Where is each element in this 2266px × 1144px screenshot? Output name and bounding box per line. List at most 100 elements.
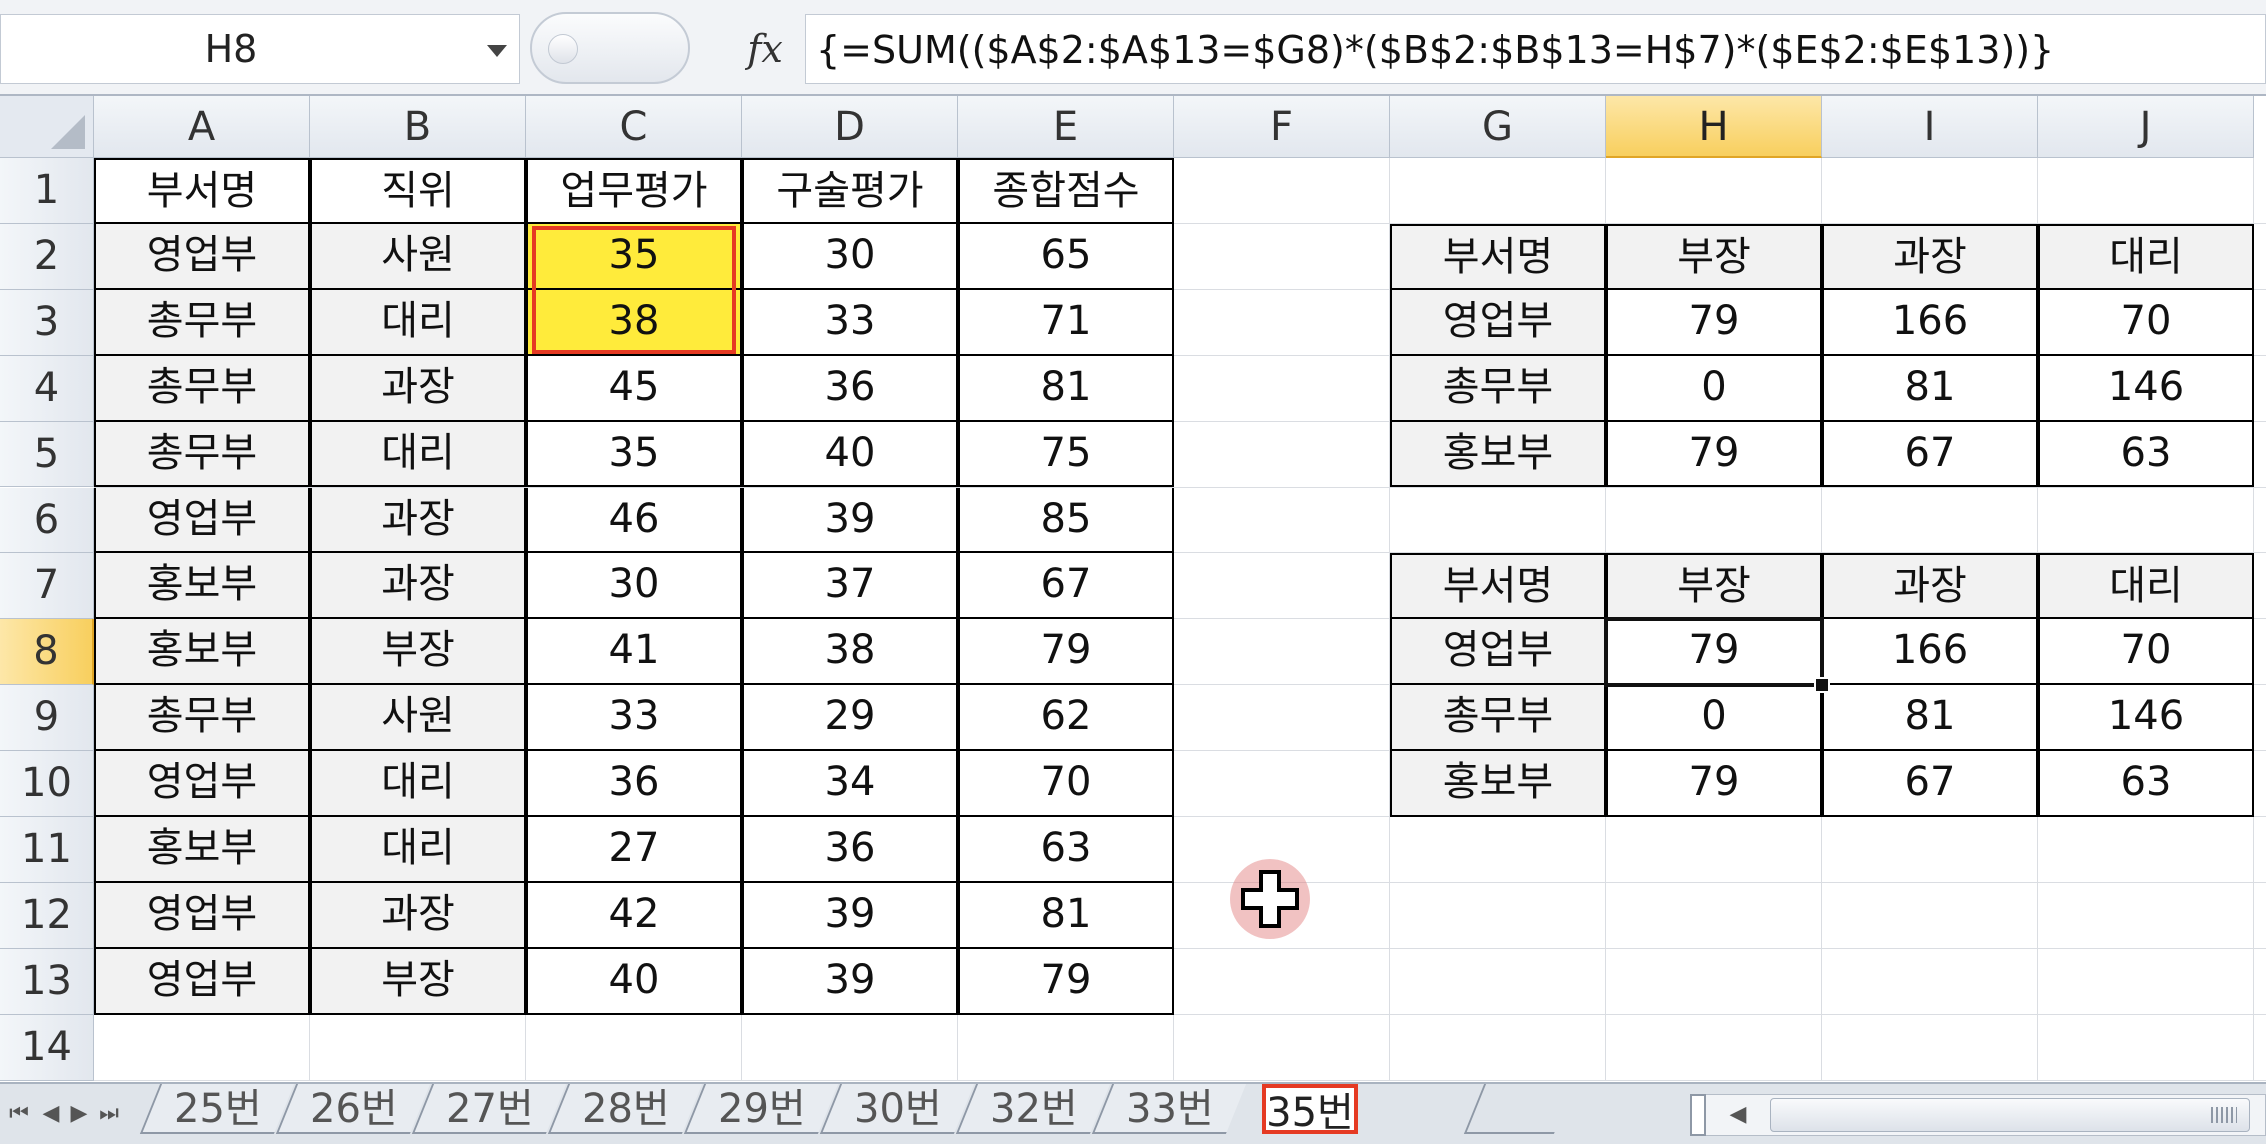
formula-input[interactable]: {=SUM(($A$2:$A$13=$G8)*($B$2:$B$13=H$7)*… — [805, 14, 2266, 84]
summary-cell[interactable]: 79 — [1606, 289, 1822, 356]
formula-bar-expander[interactable] — [530, 12, 690, 84]
data-cell[interactable]: 과장 — [310, 487, 526, 554]
summary-header-cell[interactable]: 과장 — [1822, 553, 2038, 620]
summary-cell[interactable]: 67 — [1822, 751, 2038, 817]
data-cell[interactable]: 36 — [742, 817, 958, 883]
data-cell[interactable]: 39 — [742, 948, 958, 1015]
data-cell[interactable]: 홍보부 — [94, 553, 310, 620]
name-box[interactable]: H8 — [0, 14, 520, 84]
summary-cell[interactable]: 63 — [2038, 751, 2254, 817]
row-header-3[interactable]: 3 — [0, 289, 94, 356]
data-cell[interactable]: 대리 — [310, 289, 526, 356]
row-header-6[interactable]: 6 — [0, 487, 94, 554]
summary-header-cell[interactable]: 부서명 — [1390, 223, 1606, 290]
row-header-8[interactable]: 8 — [0, 619, 94, 686]
summary-header-cell[interactable]: 부장 — [1606, 553, 1822, 620]
row-header-9[interactable]: 9 — [0, 685, 94, 752]
column-header-j[interactable]: J — [2038, 96, 2254, 158]
summary-header-cell[interactable]: 부서명 — [1390, 553, 1606, 620]
summary-header-cell[interactable]: 부장 — [1606, 223, 1822, 290]
data-cell[interactable]: 홍보부 — [94, 619, 310, 686]
summary-cell[interactable]: 166 — [1822, 619, 2038, 686]
data-cell[interactable]: 부장 — [310, 948, 526, 1015]
data-cell[interactable]: 35 — [526, 421, 742, 488]
data-cell[interactable]: 부장 — [310, 619, 526, 686]
data-cell[interactable]: 영업부 — [94, 882, 310, 949]
column-header-h[interactable]: H — [1606, 96, 1822, 158]
data-cell[interactable]: 총무부 — [94, 685, 310, 752]
summary-cell[interactable]: 67 — [1822, 421, 2038, 488]
summary-cell[interactable]: 0 — [1606, 355, 1822, 422]
summary-cell[interactable]: 총무부 — [1390, 355, 1606, 422]
data-cell[interactable]: 홍보부 — [94, 817, 310, 883]
data-cell[interactable]: 63 — [958, 817, 1174, 883]
row-header-1[interactable]: 1 — [0, 158, 94, 224]
summary-header-cell[interactable]: 과장 — [1822, 223, 2038, 290]
column-header-f[interactable]: F — [1174, 96, 1390, 158]
name-box-dropdown-icon[interactable] — [487, 45, 507, 57]
tab-split-handle[interactable] — [1690, 1094, 1706, 1136]
summary-cell[interactable]: 총무부 — [1390, 685, 1606, 752]
summary-cell[interactable]: 166 — [1822, 289, 2038, 356]
data-cell[interactable]: 45 — [526, 355, 742, 422]
summary-cell[interactable]: 70 — [2038, 289, 2254, 356]
column-header-e[interactable]: E — [958, 96, 1174, 158]
summary-cell[interactable]: 70 — [2038, 619, 2254, 686]
column-header-c[interactable]: C — [526, 96, 742, 158]
data-cell[interactable]: 34 — [742, 751, 958, 817]
data-cell[interactable]: 영업부 — [94, 223, 310, 290]
data-cell[interactable]: 71 — [958, 289, 1174, 356]
sheet-tab-0[interactable]: 25번 — [139, 1084, 295, 1134]
summary-cell[interactable]: 79 — [1606, 619, 1822, 686]
column-header-b[interactable]: B — [310, 96, 526, 158]
data-cell[interactable]: 38 — [742, 619, 958, 686]
next-sheet-icon[interactable]: ▶ — [70, 1101, 88, 1126]
row-header-14[interactable]: 14 — [0, 1014, 94, 1081]
select-all-corner[interactable] — [0, 96, 94, 158]
data-cell[interactable]: 46 — [526, 487, 742, 554]
summary-header-cell[interactable]: 대리 — [2038, 553, 2254, 620]
data-header-cell[interactable]: 직위 — [310, 158, 526, 224]
summary-cell[interactable]: 홍보부 — [1390, 751, 1606, 817]
data-cell[interactable]: 총무부 — [94, 355, 310, 422]
data-cell[interactable]: 대리 — [310, 817, 526, 883]
data-cell[interactable]: 영업부 — [94, 751, 310, 817]
sheet-tab-7[interactable]: 33번 — [1091, 1084, 1247, 1134]
data-cell[interactable]: 대리 — [310, 751, 526, 817]
sheet-tab-6[interactable]: 32번 — [955, 1084, 1111, 1134]
data-cell[interactable]: 36 — [742, 355, 958, 422]
column-header-a[interactable]: A — [94, 96, 310, 158]
row-header-4[interactable]: 4 — [0, 355, 94, 422]
scrollbar-thumb[interactable] — [1770, 1098, 2250, 1132]
data-cell[interactable]: 29 — [742, 685, 958, 752]
summary-cell[interactable]: 0 — [1606, 685, 1822, 752]
prev-sheet-icon[interactable]: ◀ — [42, 1101, 60, 1126]
summary-cell[interactable]: 146 — [2038, 685, 2254, 752]
sheet-tab-4[interactable]: 29번 — [683, 1084, 839, 1134]
column-header-g[interactable]: G — [1390, 96, 1606, 158]
sheet-tab-1[interactable]: 26번 — [275, 1084, 431, 1134]
data-cell[interactable]: 37 — [742, 553, 958, 620]
row-header-5[interactable]: 5 — [0, 421, 94, 488]
data-cell[interactable]: 40 — [742, 421, 958, 488]
data-cell[interactable]: 35 — [526, 223, 742, 290]
summary-cell[interactable]: 63 — [2038, 421, 2254, 488]
summary-cell[interactable]: 영업부 — [1390, 289, 1606, 356]
last-sheet-icon[interactable]: ⏭ — [99, 1101, 119, 1126]
data-header-cell[interactable]: 부서명 — [94, 158, 310, 224]
sheet-tab-5[interactable]: 30번 — [819, 1084, 975, 1134]
data-cell[interactable]: 과장 — [310, 355, 526, 422]
data-cell[interactable]: 65 — [958, 223, 1174, 290]
data-cell[interactable]: 39 — [742, 882, 958, 949]
fill-handle[interactable] — [1814, 677, 1830, 694]
data-header-cell[interactable]: 업무평가 — [526, 158, 742, 224]
data-cell[interactable]: 사원 — [310, 685, 526, 752]
row-header-12[interactable]: 12 — [0, 882, 94, 949]
data-cell[interactable]: 27 — [526, 817, 742, 883]
data-cell[interactable]: 42 — [526, 882, 742, 949]
column-header-d[interactable]: D — [742, 96, 958, 158]
sheet-tab-2[interactable]: 27번 — [411, 1084, 567, 1134]
data-cell[interactable]: 67 — [958, 553, 1174, 620]
summary-cell[interactable]: 81 — [1822, 685, 2038, 752]
row-header-2[interactable]: 2 — [0, 223, 94, 290]
